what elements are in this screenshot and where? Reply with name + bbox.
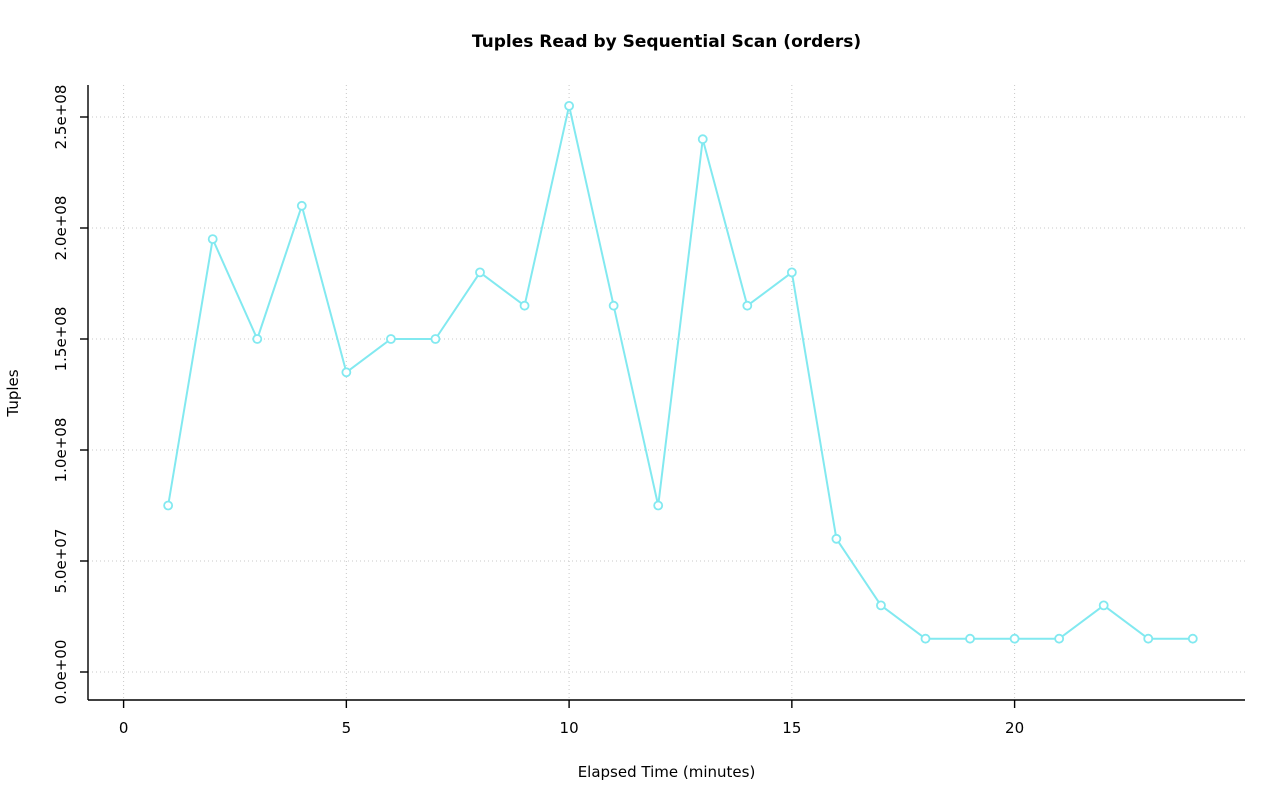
data-point [786, 267, 797, 278]
x-tick-label: 0 [119, 719, 129, 737]
data-point [163, 500, 174, 511]
x-tick-label: 5 [342, 719, 352, 737]
x-tick-label: 20 [1005, 719, 1024, 737]
data-point [653, 500, 664, 511]
y-axis-label: Tuples [4, 369, 22, 417]
data-point [564, 101, 574, 111]
x-tick-label: 15 [782, 719, 801, 737]
chart-title: Tuples Read by Sequential Scan (orders) [471, 32, 862, 52]
x-tick-label: 10 [560, 719, 579, 737]
data-point [1143, 633, 1154, 644]
data-point [831, 533, 842, 544]
data-point [296, 200, 307, 211]
data-point [385, 334, 396, 344]
data-point [608, 300, 619, 311]
y-tick-label: 5.0e+07 [52, 529, 70, 594]
data-point [475, 267, 485, 278]
data-point [207, 234, 218, 245]
y-tick-label: 2.5e+08 [52, 85, 70, 150]
data-point [920, 633, 931, 644]
y-tick-label: 1.5e+08 [52, 307, 70, 372]
data-point [252, 334, 263, 344]
data-point [1098, 600, 1109, 611]
data-point [1054, 633, 1065, 644]
data-point [1009, 633, 1020, 644]
y-tick-label: 1.0e+08 [52, 418, 70, 483]
data-line [167, 104, 1194, 640]
data-point [1187, 633, 1198, 644]
data-point [341, 367, 352, 378]
data-point [519, 300, 530, 311]
data-point [430, 334, 441, 344]
data-point [742, 300, 753, 311]
y-tick-label: 0.0e+00 [52, 640, 70, 705]
x-axis-label: Elapsed Time (minutes) [577, 763, 756, 781]
data-point [876, 600, 886, 611]
y-tick-label: 2.0e+08 [52, 196, 70, 261]
data-point [697, 134, 708, 145]
data-point [965, 633, 975, 644]
